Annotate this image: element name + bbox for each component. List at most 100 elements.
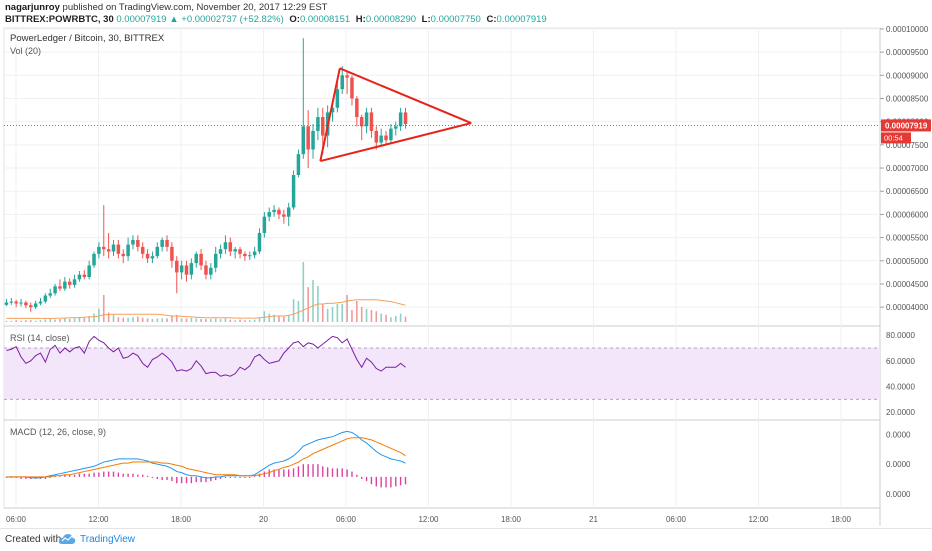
candle-body	[58, 286, 62, 289]
candle-body	[398, 112, 403, 127]
price-tick-label: 0.00004500	[886, 280, 929, 289]
macd-histogram-bar	[205, 476, 207, 483]
macd-histogram-bar	[215, 476, 217, 481]
candle-body	[223, 242, 228, 250]
close-value: 0.00007919	[496, 14, 547, 25]
volume-bar	[375, 311, 378, 322]
time-tick-label: 12:00	[748, 515, 769, 524]
axis-layer: 0.00010000 0.00009500 0.00009000 0.00008500…	[6, 26, 931, 524]
ohlc-line: BITTREX:POWRBTC, 30 0.00007919 ▲ +0.0000…	[5, 14, 547, 25]
volume-bar	[127, 317, 129, 322]
price-tick-label: 0.00006000	[886, 210, 929, 219]
macd-tick-label: 0.0000	[886, 490, 911, 499]
high-value: 0.00008290	[365, 14, 417, 25]
candle	[389, 123, 393, 143]
candle	[53, 283, 57, 296]
volume-bar	[302, 262, 305, 322]
price-tick-label: 0.00009000	[886, 71, 929, 80]
macd-label: MACD (12, 26, close, 9)	[10, 427, 106, 437]
volume-bar	[112, 314, 115, 322]
candle-body	[170, 246, 174, 261]
candle-body	[238, 249, 242, 254]
macd-histogram-bar	[142, 474, 144, 477]
volume-bar	[297, 301, 300, 322]
volume-bar	[151, 319, 154, 322]
candle-body	[14, 301, 18, 304]
chart-title: PowerLedger / Bitcoin, 30, BITTREX	[10, 33, 165, 44]
macd-histogram-bar	[103, 471, 105, 477]
macd-histogram-bar	[171, 476, 173, 482]
volume-bar	[399, 313, 402, 322]
candle-body	[63, 281, 67, 289]
volume-bar	[161, 318, 163, 322]
volume-bar	[78, 317, 81, 322]
candle-body	[243, 253, 247, 257]
candle-body	[38, 301, 43, 304]
macd-histogram-bar	[69, 474, 71, 477]
volume-bar	[64, 318, 66, 322]
candle	[24, 300, 28, 309]
candle	[179, 260, 184, 280]
macd-histogram-bar	[98, 472, 100, 477]
candle-body	[97, 246, 101, 254]
volume-bar	[190, 317, 193, 322]
candle	[43, 293, 48, 304]
author-link[interactable]: nagarjunroy	[5, 2, 60, 13]
volume-bar	[25, 320, 27, 322]
candle-body	[355, 98, 359, 118]
macd-histogram-bar	[312, 464, 314, 477]
volume-bar	[365, 308, 368, 322]
volume-bar	[180, 318, 183, 322]
candle-body	[209, 267, 213, 275]
candle	[102, 205, 106, 257]
macd-histogram-bar	[122, 473, 124, 477]
candle-body	[213, 253, 218, 268]
candle-body	[384, 135, 388, 141]
macd-histogram-bar	[288, 469, 290, 477]
candle	[296, 149, 301, 178]
volume-bar	[380, 313, 382, 322]
tradingview-cloud-icon[interactable]	[58, 532, 76, 546]
candle-body	[350, 77, 354, 99]
macd-histogram-bar	[132, 473, 134, 477]
rsi-tick-label: 40.0000	[886, 382, 915, 391]
volume-bar	[321, 304, 324, 322]
macd-histogram-bar	[88, 473, 90, 477]
candle	[228, 237, 233, 257]
price-chart[interactable]: 0.00010000 0.00009500 0.00009000 0.00008500…	[0, 26, 932, 528]
volume-label: Vol (20)	[10, 46, 41, 56]
volume-bar	[370, 310, 373, 322]
volume-bar	[394, 316, 397, 322]
macd-histogram-bar	[385, 476, 387, 488]
time-tick-label: 12:00	[88, 515, 109, 524]
price-tick-label: 0.00008500	[886, 94, 929, 103]
candle-body	[257, 232, 262, 252]
candle	[209, 263, 213, 280]
candle-body	[111, 244, 116, 252]
volume-bar	[122, 317, 125, 322]
candle-body	[311, 130, 315, 150]
candle-body	[24, 302, 28, 306]
macd-histogram-bar	[283, 469, 285, 477]
candle-body	[29, 305, 33, 308]
candle-body	[359, 117, 364, 127]
last-price: 0.00007919	[116, 14, 167, 25]
macd-histogram-bar	[54, 475, 56, 477]
tradingview-brand[interactable]: TradingView	[80, 534, 136, 545]
candle	[223, 235, 228, 254]
candle	[252, 246, 257, 259]
candle-body	[53, 286, 57, 294]
candle	[394, 121, 398, 136]
macd-histogram-bar	[146, 475, 149, 477]
macd-histogram-bar	[317, 464, 319, 477]
volume-bar	[214, 318, 217, 322]
volume-bar	[360, 307, 363, 322]
candle	[19, 298, 23, 307]
candle	[87, 260, 91, 280]
volume-bar	[5, 320, 8, 322]
macd-histogram-bar	[161, 476, 163, 481]
candle-body	[121, 253, 125, 257]
volume-bar	[141, 317, 144, 322]
volume-bar	[49, 319, 52, 322]
volume-bar	[244, 320, 246, 322]
